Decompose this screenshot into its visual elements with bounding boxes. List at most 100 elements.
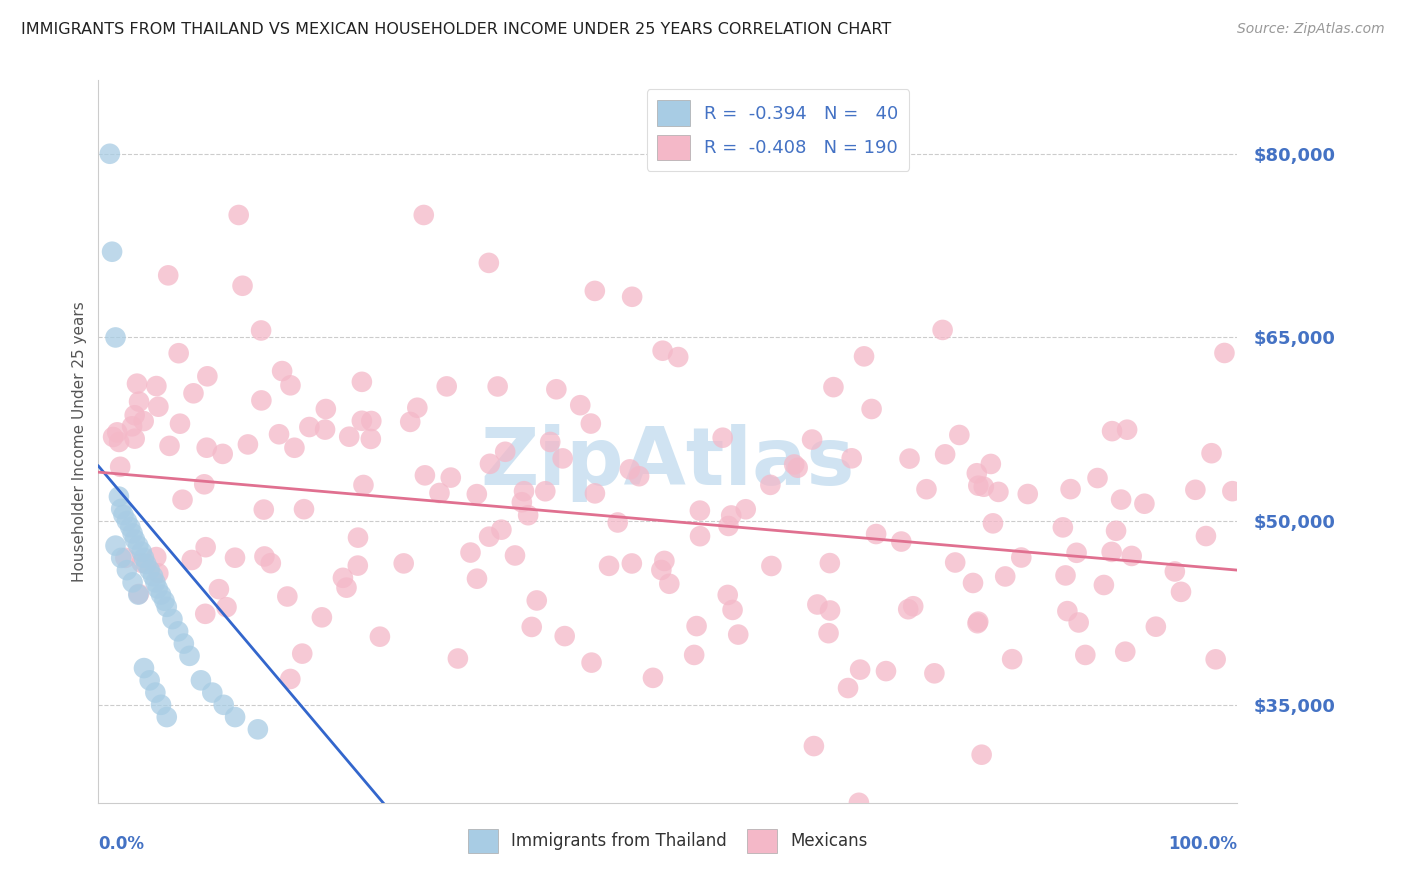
Point (581, 656, 603, 670)
Point (689, 503, 711, 517)
Point (534, 484, 557, 499)
Point (148, 400, 170, 414)
Point (538, 434, 561, 449)
Point (970, 747, 993, 762)
Point (875, 664, 897, 678)
Point (360, 414, 382, 428)
Point (132, 550, 155, 565)
Point (291, 647, 314, 661)
Point (142, 569, 165, 583)
Point (173, 637, 195, 651)
Point (413, 468, 436, 483)
Point (651, 343, 673, 358)
Point (734, 502, 756, 516)
Point (966, 467, 988, 481)
Point (1001, 652, 1024, 666)
Point (193, 477, 215, 491)
Point (101, 244, 124, 259)
Point (841, 451, 863, 466)
Point (105, 425, 128, 440)
Point (460, 545, 482, 559)
Point (128, 394, 150, 409)
Point (721, 603, 744, 617)
Point (195, 369, 218, 384)
Point (138, 563, 160, 577)
Point (1195, 529, 1218, 543)
Point (314, 423, 336, 437)
Point (115, 563, 138, 577)
Point (148, 566, 170, 581)
Point (967, 478, 990, 492)
Point (167, 346, 190, 360)
Point (271, 364, 294, 378)
Point (360, 432, 382, 446)
Point (179, 648, 201, 663)
Point (406, 401, 429, 415)
Point (127, 539, 149, 553)
Point (924, 666, 946, 681)
Point (1052, 520, 1074, 534)
Point (619, 462, 641, 476)
Point (783, 458, 806, 472)
Point (392, 557, 415, 571)
Point (231, 278, 253, 293)
Point (1201, 446, 1223, 460)
Point (658, 576, 681, 591)
Point (132, 414, 155, 428)
Point (848, 796, 870, 810)
Point (253, 502, 276, 516)
Point (598, 558, 620, 573)
Point (491, 523, 513, 537)
Point (551, 451, 574, 466)
Point (150, 588, 173, 602)
Point (1213, 346, 1236, 360)
Point (350, 375, 373, 389)
Point (278, 672, 301, 686)
Point (1222, 484, 1244, 499)
Point (201, 685, 224, 699)
Point (447, 651, 470, 665)
Point (215, 600, 238, 615)
Point (980, 457, 1002, 471)
Point (890, 534, 912, 549)
Point (180, 553, 202, 567)
Point (260, 556, 283, 570)
Point (350, 414, 373, 428)
Point (1054, 568, 1077, 582)
Point (194, 607, 217, 621)
Point (520, 620, 543, 634)
Point (650, 563, 672, 577)
Point (1133, 497, 1156, 511)
Point (1087, 471, 1109, 485)
Point (138, 673, 160, 688)
Point (167, 624, 190, 639)
Point (761, 559, 783, 574)
Point (654, 554, 676, 568)
Point (865, 527, 887, 541)
Point (962, 576, 984, 591)
Text: Source: ZipAtlas.com: Source: ZipAtlas.com (1237, 22, 1385, 37)
Point (987, 484, 1010, 499)
Point (806, 598, 828, 612)
Point (478, 457, 501, 471)
Point (478, 530, 501, 544)
Point (717, 588, 740, 602)
Point (190, 673, 212, 688)
Point (465, 487, 488, 501)
Point (121, 575, 143, 590)
Point (948, 428, 970, 442)
Point (818, 603, 841, 617)
Point (108, 459, 131, 474)
Point (898, 451, 921, 466)
Point (132, 661, 155, 675)
Point (169, 417, 191, 431)
Point (224, 710, 246, 724)
Point (157, 268, 180, 283)
Point (399, 415, 422, 429)
Point (915, 482, 938, 496)
Point (1010, 550, 1032, 565)
Point (346, 558, 368, 573)
Text: IMMIGRANTS FROM THAILAND VS MEXICAN HOUSEHOLDER INCOME UNDER 25 YEARS CORRELATIO: IMMIGRANTS FROM THAILAND VS MEXICAN HOUS… (21, 22, 891, 37)
Point (112, 508, 135, 522)
Point (1067, 615, 1090, 630)
